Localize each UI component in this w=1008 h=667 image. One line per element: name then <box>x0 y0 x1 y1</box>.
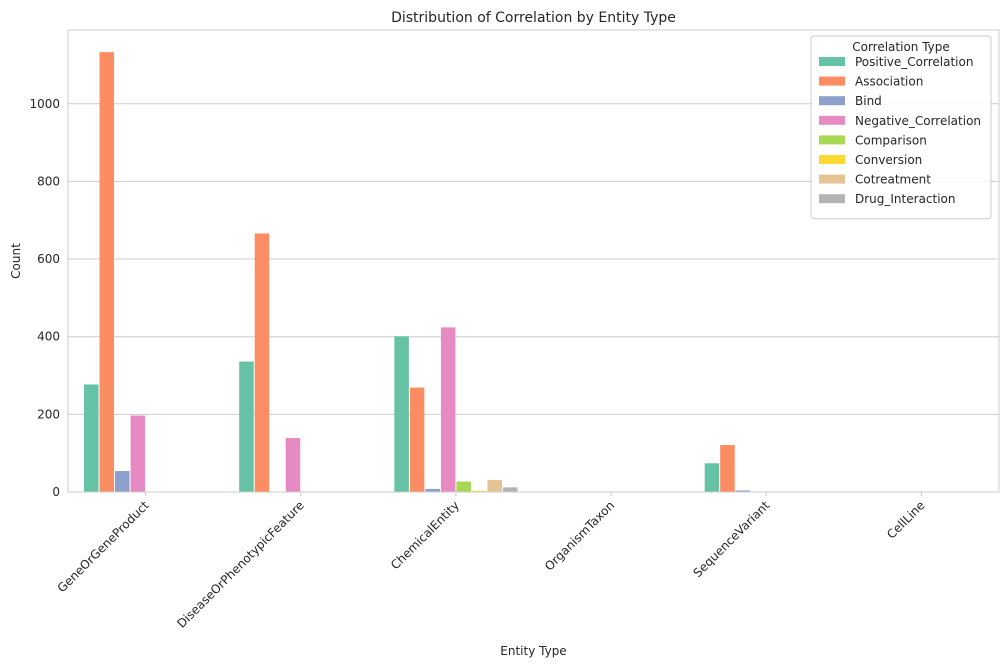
legend-label: Bind <box>855 94 882 108</box>
bar-conversion-chemicalentity <box>471 490 487 492</box>
legend-swatch <box>819 115 845 125</box>
y-tick-labels: 0 200 400 600 800 1000 <box>29 97 60 499</box>
legend-label: Negative_Correlation <box>855 114 981 128</box>
bar-positive-correlation-chemicalentity <box>394 336 409 492</box>
legend-label: Comparison <box>855 133 927 147</box>
bar-negative-correlation-chemicalentity <box>440 327 456 492</box>
legend: Correlation Type Positive_Correlation Ass… <box>810 35 992 220</box>
bar-drug-interaction-chemicalentity <box>502 487 518 492</box>
x-tick-label: GeneOrGeneProduct <box>55 498 152 595</box>
plot-frame <box>67 29 1000 493</box>
legend-swatch <box>819 194 845 204</box>
legend-swatch <box>819 57 845 66</box>
chart-title: Distribution of Correlation by Entity Ty… <box>391 10 676 26</box>
legend-label: Association <box>855 75 923 89</box>
y-tick-label: 800 <box>37 174 60 188</box>
bar-association-geneorgeneproduct <box>99 52 115 492</box>
legend-swatch <box>819 96 845 106</box>
x-tick-label: SequenceVariant <box>691 498 773 580</box>
bar-bind-sequencevariant <box>735 490 751 492</box>
x-tick-label: ChemicalEntity <box>388 498 462 572</box>
legend-box <box>810 35 992 220</box>
bar-association-diseaseorphenotypicfeature <box>254 233 270 492</box>
bar-positive-correlation-sequencevariant <box>704 463 720 492</box>
y-tick-label: 200 <box>37 407 60 421</box>
legend-swatch <box>819 76 845 86</box>
bar-association-chemicalentity <box>409 387 425 492</box>
legend-swatch <box>819 155 845 164</box>
bar-negative-correlation-diseaseorphenotypicfeature <box>285 438 301 492</box>
bar-bind-geneorgeneproduct <box>115 471 130 492</box>
bar-cotreatment-chemicalentity <box>487 479 502 492</box>
bars <box>84 52 751 492</box>
legend-swatch <box>819 174 845 184</box>
bar-negative-correlation-geneorgeneproduct <box>130 415 146 492</box>
legend-label: Positive_Correlation <box>855 55 973 69</box>
y-axis-title: Count <box>9 243 23 279</box>
legend-title: Correlation Type <box>852 40 950 54</box>
bar-positive-correlation-geneorgeneproduct <box>84 384 99 492</box>
y-tick-label: 1000 <box>29 97 60 111</box>
bar-positive-correlation-diseaseorphenotypicfeature <box>239 361 254 492</box>
bar-association-sequencevariant <box>720 445 735 492</box>
legend-swatch <box>819 135 845 145</box>
bar-comparison-chemicalentity <box>456 481 471 492</box>
x-tick-label: DiseaseOrPhenotypicFeature <box>174 498 307 631</box>
y-tick-label: 0 <box>52 485 60 499</box>
bar-bind-chemicalentity <box>425 488 440 492</box>
x-tick-label: CellLine <box>884 498 927 541</box>
legend-items: Positive_Correlation Association Bind Negat… <box>819 55 981 206</box>
x-tick-labels: GeneOrGeneProduct DiseaseOrPhenotypicFeat… <box>55 492 928 631</box>
x-axis-title: Entity Type <box>500 644 566 658</box>
y-tick-label: 400 <box>37 330 60 344</box>
y-tick-label: 600 <box>37 252 60 266</box>
legend-label: Conversion <box>855 153 922 167</box>
legend-label: Drug_Interaction <box>855 192 956 206</box>
x-tick-label: OrganismTaxon <box>542 498 617 573</box>
legend-label: Cotreatment <box>855 173 931 187</box>
